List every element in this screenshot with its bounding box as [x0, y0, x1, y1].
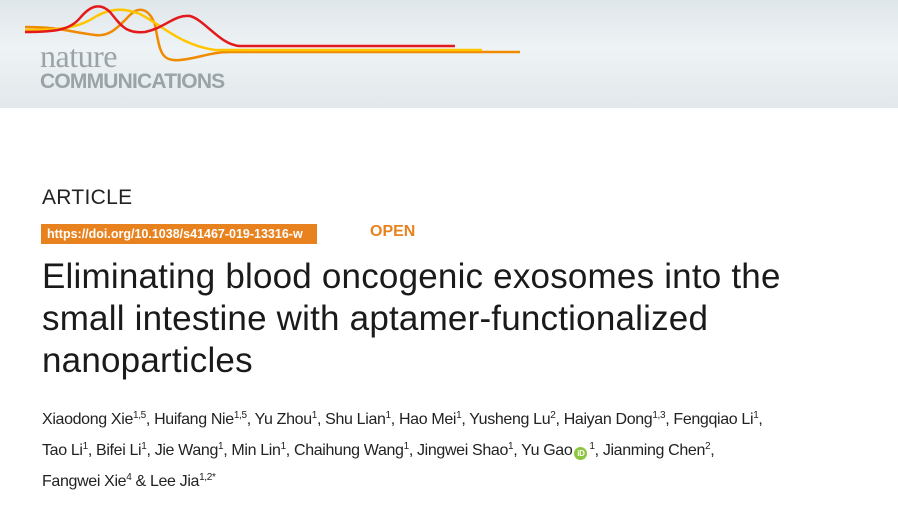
author-name[interactable]: Min Lin	[231, 442, 281, 459]
author-name[interactable]: Huifang Nie	[154, 411, 234, 428]
author-name[interactable]: Yusheng Lu	[469, 411, 551, 428]
author-line: Tao Li1, Bifei Li1, Jie Wang1, Min Lin1,…	[42, 441, 715, 460]
author-affiliation: 1,2*	[199, 472, 216, 483]
author-name[interactable]: Fengqiao Li	[673, 411, 754, 428]
author-line: Fangwei Xie4 & Lee Jia1,2*	[42, 472, 216, 491]
logo-nature: nature	[40, 38, 117, 74]
author-affiliation: 1	[82, 441, 89, 452]
article-type: ARTICLE	[42, 186, 133, 209]
author-affiliation: 1,5	[133, 410, 146, 421]
wave-red-line	[24, 5, 455, 48]
author-affiliation: 4	[126, 472, 132, 483]
author-affiliation: 1	[753, 410, 759, 421]
author-affiliation: 1	[311, 410, 318, 421]
doi-link[interactable]: https://doi.org/10.1038/s41467-019-13316…	[41, 224, 317, 244]
author-affiliation: 1	[280, 441, 287, 452]
author-affiliation: 1	[403, 441, 410, 452]
title-line: nanoparticles	[42, 341, 253, 380]
author-affiliation: 1	[218, 441, 224, 452]
author-name[interactable]: Fangwei Xie	[42, 473, 127, 490]
author-line: Xiaodong Xie1,5, Huifang Nie1,5, Yu Zhou…	[42, 410, 763, 429]
journal-logo-waves	[24, 5, 520, 62]
author-name[interactable]: Lee Jia	[149, 473, 200, 490]
article-title: Eliminating blood oncogenic exosomes int…	[42, 256, 781, 382]
author-name[interactable]: Shu Lian	[325, 411, 386, 428]
author-name[interactable]: Chaihung Wang	[293, 442, 404, 459]
author-affiliation: 1	[385, 410, 392, 421]
author-name[interactable]: Yu Gao	[521, 442, 573, 459]
title-line: small intestine with aptamer-functionali…	[42, 299, 709, 338]
author-name[interactable]: Bifei Li	[96, 442, 142, 459]
orcid-icon[interactable]: iD	[574, 447, 588, 460]
logo-communications: COMMUNICATIONS	[40, 70, 225, 93]
author-affiliation: 1,3	[652, 410, 666, 421]
open-access-label: OPEN	[370, 223, 416, 240]
author-name[interactable]: Jianming Chen	[602, 442, 706, 459]
author-affiliation: 1,5	[233, 410, 247, 421]
author-list: Xiaodong Xie1,5, Huifang Nie1,5, Yu Zhou…	[42, 404, 763, 497]
journal-banner: nature COMMUNICATIONS	[0, 0, 898, 108]
author-name[interactable]: Jie Wang	[154, 442, 219, 459]
wave-orange-line	[24, 8, 520, 62]
author-name[interactable]: Tao Li	[42, 442, 83, 459]
author-affiliation: 1	[589, 441, 595, 452]
author-name[interactable]: Hao Mei	[398, 411, 457, 428]
author-affiliation: 1	[508, 441, 514, 452]
author-affiliation: 2	[550, 410, 556, 421]
author-affiliation: 1	[141, 441, 147, 452]
author-name[interactable]: Haiyan Dong	[563, 411, 653, 428]
author-name[interactable]: Jingwei Shao	[417, 442, 508, 459]
title-line: Eliminating blood oncogenic exosomes int…	[42, 257, 781, 296]
author-name[interactable]: Yu Zhou	[254, 411, 313, 428]
author-name[interactable]: Xiaodong Xie	[42, 411, 133, 428]
author-affiliation: 2	[705, 441, 711, 452]
author-affiliation: 1	[456, 410, 462, 421]
